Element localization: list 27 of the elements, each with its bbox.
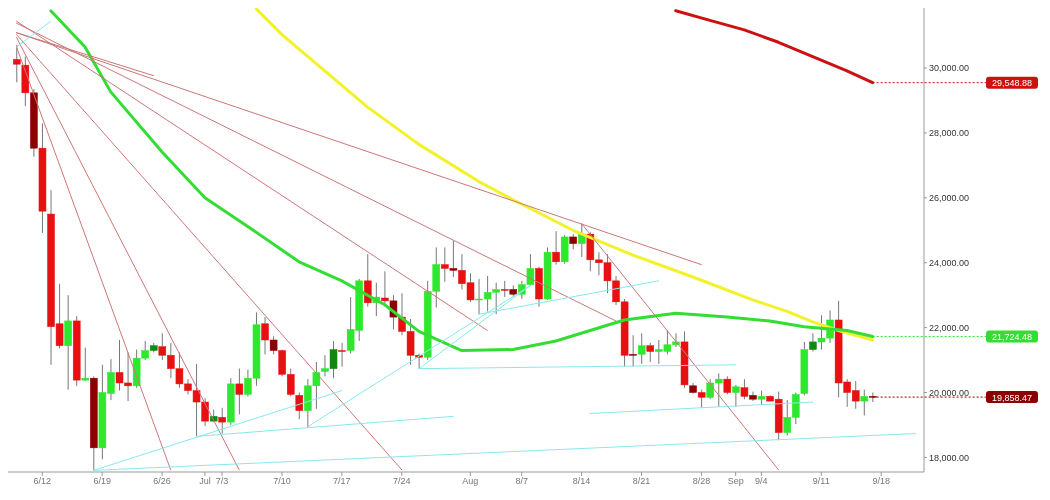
x-tick-label: Aug	[462, 476, 479, 487]
x-tick-label: 8/21	[632, 476, 651, 487]
y-tick-label: 30,000.00	[929, 63, 970, 74]
annotation: 21,724.48	[991, 332, 1033, 343]
y-tick-label: 28,000.00	[929, 128, 970, 139]
x-tick-label: 8/14	[572, 476, 591, 487]
y-tick-label: 22,000.00	[929, 322, 970, 333]
x-tick-label: 7/17	[333, 476, 351, 487]
x-tick-label: 6/26	[153, 476, 171, 487]
x-tick-label: Jul	[199, 476, 211, 487]
x-tick-label: 8/7	[515, 476, 528, 487]
x-tick-label: 7/3	[215, 476, 229, 487]
x-tick-label: Sep	[727, 476, 744, 487]
x-tick-label: 9/11	[812, 476, 830, 487]
x-tick-label: 7/10	[273, 476, 291, 487]
y-tick-label: 18,000.00	[929, 452, 970, 463]
y-tick-label: 26,000.00	[929, 193, 970, 204]
x-tick-label: 8/28	[692, 476, 711, 487]
x-tick-label: 9/18	[872, 476, 890, 487]
x-tick-label: 6/12	[33, 476, 52, 487]
x-tick-label: 6/19	[93, 476, 111, 487]
x-tick-label: 9/4	[755, 476, 768, 487]
y-tick-label: 24,000.00	[929, 257, 970, 268]
annotation: 29,548.88	[991, 78, 1033, 89]
y-tick-label: 20,000.00	[929, 387, 970, 398]
x-tick-label: 7/24	[393, 476, 411, 487]
annotation: 19,858.47	[991, 392, 1033, 403]
